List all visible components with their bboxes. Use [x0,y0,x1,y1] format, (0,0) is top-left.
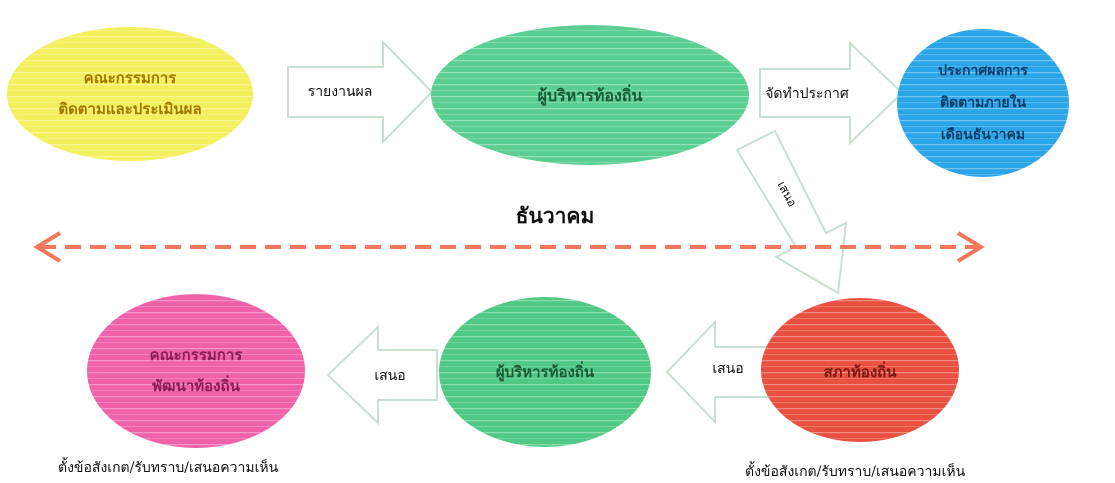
timeline-right-arrowhead [956,231,985,263]
arrow-label-propose-right: เสนอ [712,361,744,377]
arrow-label-announce: จัดทำประกาศ [765,86,849,102]
ellipse-council-texture [761,298,959,442]
ellipse-executive-bottom-texture [439,297,651,447]
ellipse-committee-dev-texture [87,294,305,448]
arrow-report [287,39,434,145]
caption-right: ตั้งข้อสังเกต/รับทราบ/เสนอความเห็น [745,464,966,480]
ellipse-executive-top-texture [431,25,749,165]
node-announcement: ประกาศผลการ ติดตามภายใน เดือนธันวาคม [938,63,1028,143]
arrow-announce [759,40,904,146]
node-executive-top: ผู้บริหารท้องถิ่น [537,85,643,105]
ellipse-committee-eval-texture [7,27,253,161]
node-executive-bottom: ผู้บริหารท้องถิ่น [495,362,595,381]
arrow-label-propose-left: เสนอ [374,368,406,384]
caption-left: ตั้งข้อสังเกต/รับทราบ/เสนอความเห็น [58,460,279,476]
node-committee-dev: คณะกรรมการ พัฒนาท้องถิ่น [149,346,243,395]
node-committee-eval: คณะกรรมการ ติดตามและประเมินผล [58,69,202,118]
timeline-left-arrowhead [33,231,62,263]
node-council: สภาท้องถิ่น [823,362,897,381]
arrow-propose-right [665,319,773,425]
arrow-label-report: รายงานผล [307,84,373,100]
ellipse-announcement-texture [897,29,1069,177]
month-label: ธันวาคม [515,202,595,228]
arrow-propose-left [326,324,438,426]
